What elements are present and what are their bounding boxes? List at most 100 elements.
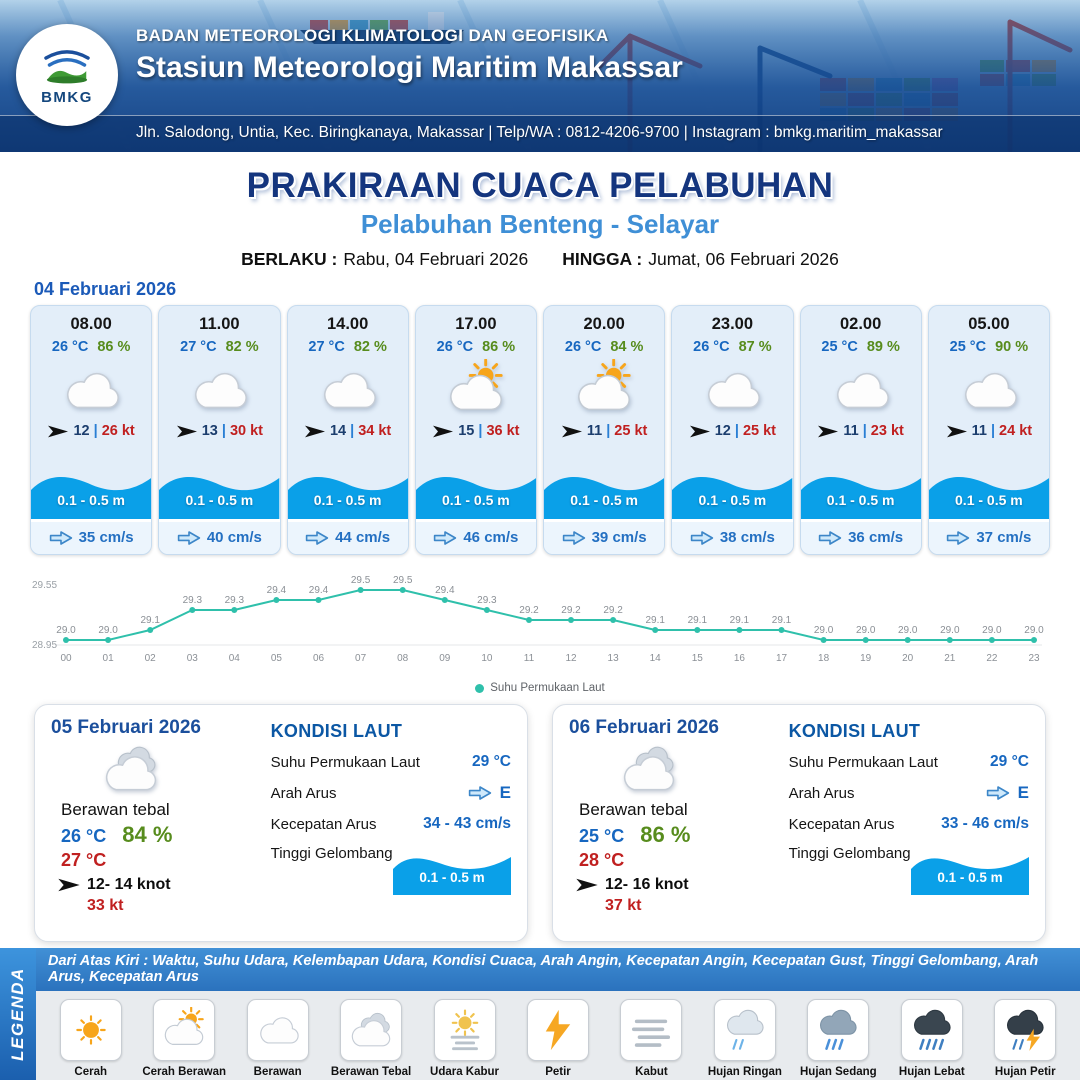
wind-direction-icon: [561, 425, 582, 437]
wave-graphic: [911, 857, 1029, 895]
svg-text:19: 19: [860, 653, 872, 664]
wind-direction-icon: [433, 425, 454, 437]
svg-text:08: 08: [397, 653, 409, 664]
weather-icon: [599, 739, 699, 799]
legend-weather-icon: [713, 999, 776, 1061]
svg-text:29.3: 29.3: [183, 595, 203, 606]
gust-speed: 24 kt: [999, 423, 1033, 439]
hourly-forecast-card: 20.00 26 °C 84 % 11 | 25 kt 0.1 - 0.5 m …: [543, 305, 666, 555]
forecast-time: 17.00: [455, 315, 497, 333]
wind-separator: |: [734, 423, 739, 439]
current-direction: E: [468, 783, 511, 803]
air-temperature: 25 °C: [821, 339, 858, 355]
humidity: 82 %: [353, 339, 387, 355]
svg-text:21: 21: [944, 653, 956, 664]
current-direction-letter: E: [499, 783, 511, 802]
temp-humidity-row: 26 °C 84 %: [61, 822, 263, 848]
wave-height-band: 0.1 - 0.5 m: [287, 467, 408, 519]
hourly-forecast-card: 02.00 25 °C 89 % 11 | 23 kt 0.1 - 0.5 m …: [799, 305, 922, 555]
current-speed-row: 44 cm/s: [287, 519, 408, 554]
temp-humidity-row: 25 °C 90 %: [929, 339, 1049, 355]
wind-direction-icon: [48, 425, 69, 437]
temp-humidity-row: 26 °C 87 %: [672, 339, 792, 355]
current-speed-row: 37 cm/s: [928, 519, 1049, 554]
svg-text:29.4: 29.4: [267, 585, 287, 596]
gust-speed: 37 kt: [605, 897, 642, 914]
current-direction-icon: [177, 530, 201, 545]
valid-until-value: Jumat, 06 Februari 2026: [648, 249, 839, 269]
svg-text:10: 10: [481, 653, 493, 664]
svg-text:29.0: 29.0: [856, 625, 876, 636]
header-banner: BMKG BADAN METEOROLOGI KLIMATOLOGI DAN G…: [0, 0, 1080, 152]
legend-side-panel: LEGENDA: [0, 948, 36, 1080]
legend-weather-icon: [526, 999, 589, 1061]
sea-conditions-column: KONDISI LAUT Suhu Permukaan Laut 29 °C A…: [789, 717, 1029, 929]
legend-weather-icon: [246, 999, 309, 1061]
legend-weather-icon: [620, 999, 683, 1061]
humidity: 84 %: [122, 822, 173, 847]
current-speed-row: 40 cm/s: [159, 519, 280, 554]
valid-from-value: Rabu, 04 Februari 2026: [343, 249, 529, 269]
svg-text:05: 05: [271, 653, 283, 664]
wind-separator: |: [350, 423, 355, 439]
wind-row: 14 | 34 kt: [288, 423, 408, 439]
legend-item: Hujan Sedang: [792, 999, 885, 1078]
humidity: 86 %: [97, 339, 131, 355]
weather-condition: Berawan tebal: [61, 800, 170, 819]
sea-surface-temperature-chart: 29.55 28.95 29.0 00 29.0 01 29.1 02 29.3 03 29.3 04…: [30, 565, 1050, 682]
legend-item-label: Berawan: [253, 1066, 302, 1078]
daily-forecast-row: 05 Februari 2026 Berawan tebal 26 °C 84 …: [0, 704, 1080, 942]
current-direction-letter: E: [1017, 783, 1029, 802]
current-direction-icon: [818, 530, 842, 545]
svg-text:20: 20: [902, 653, 914, 664]
current-speed-value: 36 cm/s: [848, 529, 904, 546]
wind-range: 12- 16 knot: [605, 876, 689, 893]
wave-graphic: [928, 477, 1049, 519]
legend-main: Dari Atas Kiri : Waktu, Suhu Udara, Kele…: [36, 948, 1080, 1080]
gust-speed: 30 kt: [229, 423, 263, 439]
svg-text:29.0: 29.0: [98, 625, 118, 636]
legend-item: Hujan Lebat: [885, 999, 978, 1078]
wave-height-band: 0.1 - 0.5 m: [928, 467, 1049, 519]
legend-item: Berawan Tebal: [324, 999, 417, 1078]
legend-item-label: Hujan Sedang: [800, 1066, 877, 1078]
weather-icon: [52, 359, 130, 421]
wave-height-value: 0.1 - 0.5 m: [826, 492, 895, 508]
title-block: PRAKIRAAN CUACA PELABUHAN Pelabuhan Bent…: [0, 152, 1080, 300]
wave-height-value: 0.1 - 0.5 m: [442, 492, 510, 508]
daily-weather-column: 06 Februari 2026 Berawan tebal 25 °C 86 …: [569, 717, 781, 929]
valid-from-label: BERLAKU :: [241, 249, 338, 269]
legend-item: Berawan: [231, 999, 324, 1078]
gust-speed: 33 kt: [87, 897, 124, 914]
wave-graphic: [672, 477, 793, 519]
svg-text:29.55: 29.55: [32, 580, 57, 591]
current-direction-icon: [986, 786, 1009, 800]
legend-weather-icon: [153, 999, 216, 1061]
wave-height-band: 0.1 - 0.5 m: [31, 467, 152, 519]
hourly-forecast-card: 11.00 27 °C 82 % 13 | 30 kt 0.1 - 0.5 m …: [158, 305, 281, 555]
wave-height-value: 0.1 - 0.5 m: [313, 492, 382, 508]
legend-weather-icon: [807, 999, 870, 1061]
current-speed-value: 46 cm/s: [463, 529, 519, 546]
gust-speed: 25 kt: [614, 423, 648, 439]
humidity: 87 %: [738, 339, 772, 355]
forecast-time: 11.00: [199, 315, 240, 333]
legend-item-label: Hujan Lebat: [898, 1066, 965, 1078]
svg-text:29.0: 29.0: [982, 625, 1002, 636]
sea-surface-temp: 29 °C: [990, 753, 1029, 770]
sea-surface-temp: 29 °C: [472, 753, 511, 770]
svg-text:29.2: 29.2: [519, 605, 539, 616]
current-direction-icon: [49, 530, 72, 545]
current-speed-row: Kecepatan Arus 33 - 46 cm/s: [789, 815, 1029, 833]
air-temperature: 26 °C: [693, 339, 730, 355]
forecast-date-heading: 04 Februari 2026: [34, 279, 177, 299]
temp-humidity-row: 26 °C 86 %: [31, 339, 151, 355]
port-name-subtitle: Pelabuhan Benteng - Selayar: [360, 209, 720, 239]
temp-humidity-row: 27 °C 82 %: [159, 339, 279, 355]
wave-height-band: 0.1 - 0.5 m: [672, 467, 793, 519]
legend-item: Petir: [511, 999, 604, 1078]
wind-direction-icon: [576, 878, 598, 892]
svg-text:29.2: 29.2: [561, 605, 581, 616]
svg-text:17: 17: [776, 653, 788, 664]
current-speed-value: 39 cm/s: [591, 529, 647, 546]
